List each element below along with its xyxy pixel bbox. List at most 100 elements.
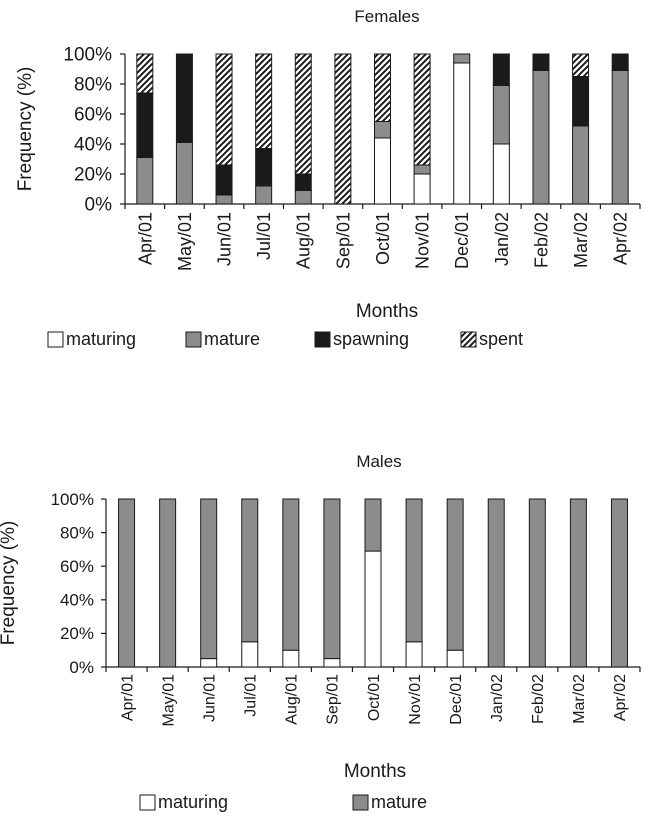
bar-segment-spent xyxy=(255,53,273,149)
legend-swatch-spawning xyxy=(314,331,331,348)
bar-segment-maturing xyxy=(405,641,423,668)
bar-segment-spent xyxy=(334,53,352,205)
chart-title: Males xyxy=(356,452,401,471)
x-tick-label: Sep/01 xyxy=(325,674,342,725)
bar-segment-spent xyxy=(294,53,312,175)
y-axis-label: Frequency (%) xyxy=(15,67,36,192)
y-tick-label: 60% xyxy=(60,557,94,576)
bar-segment-mature xyxy=(282,498,300,651)
x-tick-label: Jul/01 xyxy=(254,212,274,260)
bar-segment-spawning xyxy=(572,76,590,127)
bar-segment-mature xyxy=(453,53,471,64)
bar-segment-spent xyxy=(215,53,233,166)
y-tick-label: 80% xyxy=(60,523,94,542)
bar-segment-maturing xyxy=(282,649,300,668)
bar-segment-maturing xyxy=(323,658,341,668)
y-tick-label: 40% xyxy=(74,134,112,155)
bar-segment-spawning xyxy=(215,164,233,196)
legend-label-maturing: maturing xyxy=(66,329,136,349)
x-tick-label: Apr/01 xyxy=(119,674,136,721)
bar-segment-mature xyxy=(413,164,431,175)
bar-segment-mature xyxy=(215,194,233,205)
plot-area: 0% 20% 40% 60% 80% 100% Apr/01 May/01 Jun/01 Jul/… xyxy=(51,490,641,727)
x-tick-label: Mar/02 xyxy=(571,674,588,724)
bar-segment-spent xyxy=(572,53,590,77)
bar-segment-mature xyxy=(118,498,136,668)
y-tick-label: 60% xyxy=(74,104,112,125)
bar-segment-spawning xyxy=(136,92,154,158)
legend-swatch-maturing xyxy=(139,794,156,811)
bar-segment-mature xyxy=(446,498,464,651)
y-tick-label: 100% xyxy=(51,490,94,509)
x-tick-label: Oct/01 xyxy=(366,674,383,721)
bar-segment-mature xyxy=(569,498,587,668)
bar-segment-mature xyxy=(255,185,273,205)
bar-segment-spawning xyxy=(611,53,629,71)
bar-segment-maturing xyxy=(364,550,382,668)
bar-segment-maturing xyxy=(413,173,431,205)
bar-segment-mature xyxy=(374,121,391,139)
bar-segment-mature xyxy=(528,498,546,668)
bar-segment-mature xyxy=(611,70,629,205)
bar-segment-spawning xyxy=(492,53,510,86)
y-tick-label: 80% xyxy=(74,74,112,95)
bar-segment-maturing xyxy=(446,649,464,668)
x-tick-label: Feb/02 xyxy=(531,212,551,268)
x-tick-label: Nov/01 xyxy=(407,674,424,725)
x-tick-label: Jul/01 xyxy=(243,674,260,717)
bar-segment-maturing xyxy=(200,658,218,668)
bar-segment-mature xyxy=(323,498,341,660)
x-tick-label: Dec/01 xyxy=(452,212,472,269)
bar-segment-mature xyxy=(364,498,382,552)
x-tick-label: Apr/01 xyxy=(135,212,155,265)
x-tick-label: Sep/01 xyxy=(333,212,353,269)
legend-label-mature: mature xyxy=(204,329,260,349)
legend-label-spent: spent xyxy=(479,329,523,349)
legend-swatch-mature xyxy=(352,794,369,811)
bar-segment-mature xyxy=(610,498,628,668)
x-tick-label: Aug/01 xyxy=(294,212,314,269)
bar-segment-mature xyxy=(159,498,177,668)
x-tick-label: May/01 xyxy=(160,674,177,727)
bar-segment-mature xyxy=(405,498,423,643)
x-tick-label: Jun/01 xyxy=(201,674,218,722)
bar-segment-mature xyxy=(241,498,259,643)
x-axis-label: Months xyxy=(344,761,406,782)
bar-segment-mature xyxy=(136,157,154,205)
y-tick-label: 0% xyxy=(85,194,113,215)
x-tick-label: Aug/01 xyxy=(284,674,301,725)
y-tick-label: 20% xyxy=(74,164,112,185)
bar-segment-mature xyxy=(200,498,218,660)
legend-label-mature: mature xyxy=(371,792,427,812)
bar-segment-mature xyxy=(294,190,312,205)
x-tick-label: Jan/02 xyxy=(492,212,512,266)
x-tick-label: Feb/02 xyxy=(530,674,547,724)
males-chart: Males Frequency (%) 0% 20% 40% 60% 80% 100% Ap… xyxy=(0,452,641,812)
x-tick-label: Mar/02 xyxy=(571,212,591,268)
x-tick-label: Nov/01 xyxy=(413,212,433,269)
y-axis-label: Frequency (%) xyxy=(0,521,19,646)
x-tick-label: Jun/01 xyxy=(215,212,235,266)
bar-segment-spawning xyxy=(175,53,193,143)
bar-segment-maturing xyxy=(241,641,259,668)
bar-segment-mature xyxy=(532,70,550,205)
y-tick-label: 40% xyxy=(60,591,94,610)
bar-segment-maturing xyxy=(453,62,471,205)
bar-segment-maturing xyxy=(492,143,510,205)
bar-segment-spawning xyxy=(294,173,312,191)
x-tick-label: Jan/02 xyxy=(489,674,506,722)
legend-label-spawning: spawning xyxy=(333,329,409,349)
bar-segment-spawning xyxy=(255,148,273,187)
bar-segment-mature xyxy=(487,498,505,668)
plot-area: 0% 20% 40% 60% 80% 100% Apr/01 May/01 Jun/01 Jul/… xyxy=(63,44,641,271)
x-tick-label: Apr/02 xyxy=(612,674,629,721)
legend: maturing mature xyxy=(139,792,427,812)
x-axis-label: Months xyxy=(356,301,418,322)
chart-title: Females xyxy=(354,7,419,26)
x-tick-label: Dec/01 xyxy=(448,674,465,725)
legend-swatch-maturing xyxy=(47,331,64,348)
x-tick-label: Oct/01 xyxy=(373,212,393,265)
bar-segment-spent xyxy=(136,53,154,94)
bar-segment-mature xyxy=(572,125,590,205)
